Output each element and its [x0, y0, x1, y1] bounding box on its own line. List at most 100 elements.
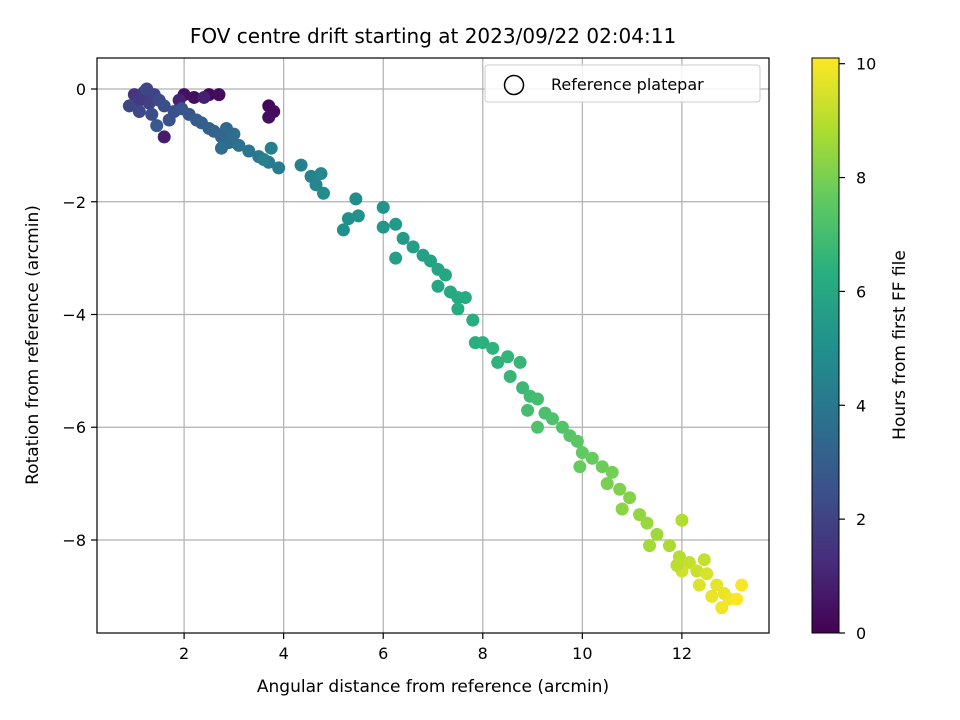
scatter-point [682, 556, 696, 570]
scatter-point [316, 186, 330, 200]
scatter-point [227, 127, 241, 141]
scatter-point [613, 482, 627, 496]
scatter-point [424, 254, 438, 268]
y-axis-label: Rotation from reference (arcmin) [23, 205, 43, 485]
x-axis: 2 4 6 8 10 12 [179, 633, 692, 663]
scatter-point [675, 513, 689, 527]
y-tick-label: −4 [62, 305, 86, 324]
scatter-point [309, 178, 323, 192]
scatter-point [376, 220, 390, 234]
scatter-point [503, 370, 517, 384]
scatter-point [501, 350, 515, 364]
scatter-point [600, 477, 614, 491]
scatter-point [697, 553, 711, 567]
scatter-point [396, 231, 410, 245]
scatter-point [157, 99, 171, 113]
scatter-point [575, 446, 589, 460]
legend-entry: Reference platepar [551, 75, 704, 94]
scatter-point [735, 578, 749, 592]
scatter-point [513, 355, 527, 369]
colorbar [811, 57, 840, 634]
scatter-point [531, 420, 545, 434]
plot-frame [96, 57, 770, 634]
scatter-point [264, 141, 278, 155]
scatter-point [585, 451, 599, 465]
colorbar-axis: 0 2 4 6 8 10 [839, 55, 876, 643]
scatter-point [692, 578, 706, 592]
scatter-point [431, 279, 445, 293]
scatter-point [242, 144, 256, 158]
colorbar-tick-label: 10 [856, 55, 876, 74]
x-tick-label: 8 [478, 644, 488, 663]
chart-title: FOV centre drift starting at 2023/09/22 … [190, 24, 676, 48]
legend: Reference platepar [484, 64, 761, 103]
x-tick-label: 10 [572, 644, 592, 663]
colorbar-tick-label: 2 [856, 510, 866, 529]
scatter-point [232, 138, 246, 152]
scatter-point [140, 82, 154, 96]
scatter-point [545, 412, 559, 426]
scatter-points [122, 82, 749, 615]
scatter-point [486, 341, 500, 355]
scatter-point [122, 99, 136, 113]
scatter-point [150, 119, 164, 133]
scatter-point [132, 105, 146, 119]
y-tick-label: 0 [76, 80, 86, 99]
scatter-point [214, 141, 228, 155]
scatter-point [605, 465, 619, 479]
scatter-point [633, 508, 647, 522]
scatter-point [336, 223, 350, 237]
scatter-point [157, 130, 171, 144]
colorbar-label: Hours from first FF file [890, 250, 910, 440]
scatter-point [516, 381, 530, 395]
x-tick-label: 12 [672, 644, 692, 663]
scatter-point [349, 192, 363, 206]
scatter-point [212, 88, 226, 102]
scatter-point [294, 158, 308, 172]
scatter-point [476, 336, 490, 350]
scatter-point [521, 403, 535, 417]
scatter-point [650, 527, 664, 541]
scatter-point [451, 302, 465, 316]
scatter-point [187, 90, 201, 104]
scatter-point [670, 558, 684, 572]
scatter-point [730, 592, 744, 606]
colorbar-tick-label: 4 [856, 396, 866, 415]
scatter-point [662, 539, 676, 553]
scatter-point [197, 90, 211, 104]
scatter-point [531, 392, 545, 406]
scatter-point [705, 589, 719, 603]
scatter-point [623, 491, 637, 505]
scatter-point [573, 460, 587, 474]
scatter-point [351, 209, 365, 223]
scatter-point [458, 291, 472, 305]
colorbar-tick-label: 8 [856, 169, 866, 188]
legend-box [484, 64, 761, 103]
scatter-point [491, 355, 505, 369]
colorbar-tick-label: 0 [856, 624, 866, 643]
x-tick-label: 4 [279, 644, 289, 663]
scatter-point [262, 110, 276, 124]
legend-marker [503, 74, 525, 96]
scatter-point [438, 268, 452, 282]
scatter-point [710, 578, 724, 592]
x-axis-label: Angular distance from reference (arcmin) [257, 677, 609, 697]
scatter-point [595, 460, 609, 474]
scatter-point [145, 107, 159, 121]
scatter-point [715, 601, 729, 615]
scatter-point [272, 161, 286, 175]
scatter-point [570, 434, 584, 448]
x-tick-label: 6 [378, 644, 388, 663]
y-tick-label: −2 [62, 193, 86, 212]
scatter-point [376, 200, 390, 214]
scatter-point [314, 167, 328, 181]
y-axis: 0 −2 −4 −6 −8 [62, 80, 97, 550]
scatter-point [257, 152, 271, 166]
scatter-point [389, 251, 403, 265]
scatter-point [690, 564, 704, 578]
x-tick-label: 2 [179, 644, 189, 663]
scatter-point [643, 539, 657, 553]
scatter-point [640, 516, 654, 530]
scatter-point [466, 313, 480, 327]
